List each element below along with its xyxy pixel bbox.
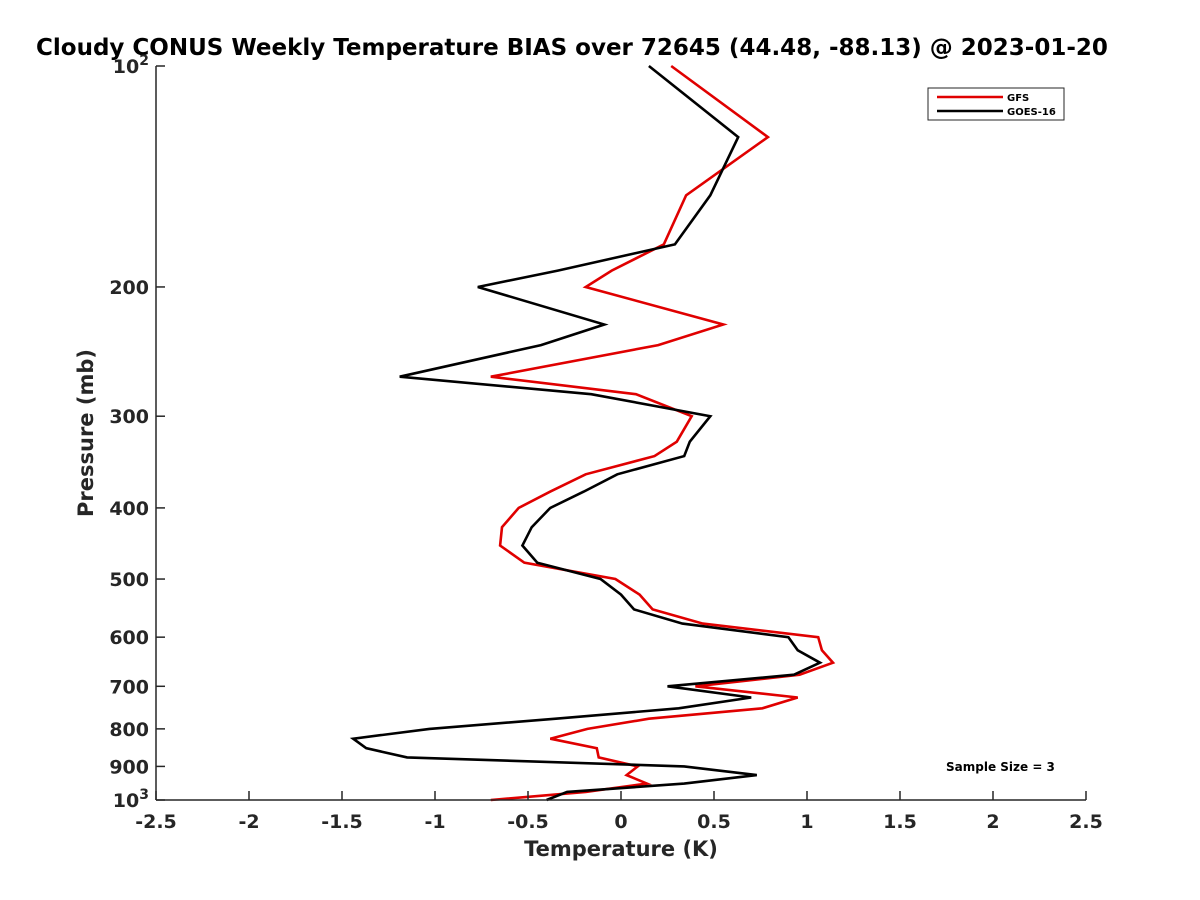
series-line-goes16 bbox=[349, 64, 823, 802]
y-tick-label: 600 bbox=[109, 627, 149, 649]
x-tick-label: 0 bbox=[614, 811, 627, 833]
legend-label-goes16: GOES-16 bbox=[1007, 107, 1056, 118]
y-tick-label: 103 bbox=[113, 787, 149, 812]
x-tick-label: 1.5 bbox=[883, 811, 917, 833]
x-axis-label: Temperature (K) bbox=[524, 837, 718, 861]
y-tick-label: 700 bbox=[109, 676, 149, 698]
legend: GFS GOES-16 bbox=[927, 87, 1065, 121]
y-tick-label: 300 bbox=[109, 406, 149, 428]
sample-size-annotation: Sample Size = 3 bbox=[946, 760, 1055, 774]
x-tick-label: 2.5 bbox=[1069, 811, 1103, 833]
plot-lines bbox=[349, 64, 836, 802]
x-tick-label: -1.5 bbox=[321, 811, 363, 833]
x-tick-label: 0.5 bbox=[697, 811, 731, 833]
x-tick-label: -0.5 bbox=[507, 811, 549, 833]
x-tick-label: 2 bbox=[986, 811, 999, 833]
x-tick-label: -1 bbox=[424, 811, 445, 833]
x-tick-label: -2 bbox=[238, 811, 259, 833]
y-tick-label: 200 bbox=[109, 277, 149, 299]
y-tick-label: 102 bbox=[113, 53, 149, 78]
x-ticks: -2.5 -2 -1.5 -1 -0.5 0 0.5 1 1.5 2 2.5 bbox=[135, 791, 1103, 833]
series-line-gfs bbox=[490, 64, 836, 802]
y-tick-label: 400 bbox=[109, 498, 149, 520]
x-tick-label: -2.5 bbox=[135, 811, 177, 833]
chart-title: Cloudy CONUS Weekly Temperature BIAS ove… bbox=[36, 35, 1108, 61]
legend-label-gfs: GFS bbox=[1007, 93, 1029, 104]
y-tick-label: 800 bbox=[109, 719, 149, 741]
y-ticks: 102 200 300 400 500 600 700 800 900 103 bbox=[109, 53, 165, 812]
legend-box bbox=[927, 87, 1065, 121]
y-tick-label: 500 bbox=[109, 569, 149, 591]
y-axis-label: Pressure (mb) bbox=[74, 349, 98, 517]
y-tick-label: 900 bbox=[109, 756, 149, 778]
x-tick-label: 1 bbox=[800, 811, 813, 833]
